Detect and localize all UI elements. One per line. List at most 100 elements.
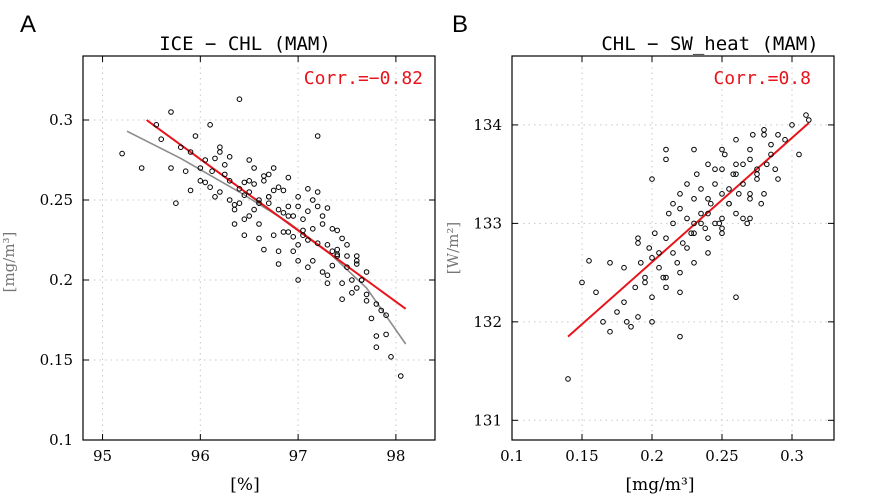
panel-a-data-point xyxy=(339,235,345,242)
panel-b-x-tick-label: 0.1 xyxy=(500,447,524,465)
panel-a-data-point xyxy=(261,173,267,179)
panel-a-data-point xyxy=(209,168,215,174)
panel-b-data-point xyxy=(736,191,742,197)
panel-a-data-point xyxy=(182,168,189,174)
panel-b-y-axis-label: [W/m²] xyxy=(444,222,462,274)
panel-a-data-point xyxy=(275,248,282,254)
panel-a-data-point xyxy=(309,197,316,203)
panel-b-y-tick-label: 133 xyxy=(473,214,502,232)
panel-a-data-point xyxy=(138,165,145,171)
panel-a-data-point xyxy=(349,290,355,296)
panel-b-data-point xyxy=(775,176,781,182)
panel-b-data-point xyxy=(649,319,655,325)
panel-b-data-point xyxy=(635,240,641,246)
panel-b-data-point xyxy=(712,181,718,187)
panel-a-data-point xyxy=(290,213,297,219)
panel-a-data-point xyxy=(197,165,204,171)
panel-b-data-point xyxy=(663,235,669,241)
panel-b-data-point xyxy=(663,284,669,291)
panel-a-x-axis-label: [%] xyxy=(230,475,259,495)
panel-b-data-point xyxy=(652,230,658,237)
panel-b-data-point xyxy=(670,220,676,227)
panel-b-data-point xyxy=(726,200,732,207)
panel-b-data-point xyxy=(638,259,644,266)
panel-b-data-point xyxy=(750,131,756,138)
panel-a-data-point xyxy=(265,200,272,206)
panel-b-data-point xyxy=(694,171,700,177)
panel-b-data-point xyxy=(646,245,653,251)
panel-a-data-point xyxy=(236,186,243,192)
panel-a-data-point xyxy=(202,157,209,163)
panel-b-data-point xyxy=(806,117,812,123)
panel-b-data-point xyxy=(670,200,676,207)
panel-b-data-point xyxy=(621,264,627,271)
panel-a-x-tick-label: 97 xyxy=(289,447,308,465)
panel-b-data-point xyxy=(649,176,655,182)
panel-b-title: CHL − SW_heat (MAM) xyxy=(601,33,818,55)
panel-b-data-point xyxy=(656,250,662,256)
panel-b-data-point xyxy=(698,186,704,192)
panel-b-data-point xyxy=(705,161,711,168)
panel-a-data-point xyxy=(246,157,253,163)
panel-a-data-point xyxy=(221,171,228,178)
panel-b-data-point xyxy=(705,195,711,202)
panel-b-data-point xyxy=(733,210,739,217)
panel-b-data-point xyxy=(691,146,697,153)
panel-b-data-point xyxy=(666,210,672,217)
panel-a-data-point xyxy=(270,187,277,194)
panel-b-data-point xyxy=(761,131,767,138)
panel-b-data-point xyxy=(730,171,737,177)
panel-a-y-tick-label: 0.25 xyxy=(40,191,73,209)
panel-a-data-point xyxy=(300,216,306,222)
panel-b-data-point xyxy=(747,191,753,197)
panel-a-data-point xyxy=(241,179,248,186)
panel-a-data-point xyxy=(261,178,267,184)
panel-b-data-point xyxy=(684,245,690,251)
panel-a-x-tick-label: 98 xyxy=(386,447,405,465)
panel-a-data-point xyxy=(353,253,360,259)
panel-b-data-point xyxy=(768,151,774,158)
panel-a-data-point xyxy=(378,307,385,314)
panel-a-data-point xyxy=(241,216,248,222)
panel-b-data-point xyxy=(705,235,711,241)
panel-b-data-point xyxy=(677,333,683,340)
panel-a-data-point xyxy=(300,227,306,234)
panel-b-data-point xyxy=(719,191,725,197)
panel-a-data-point xyxy=(329,248,336,254)
panel-a-y-tick-label: 0.1 xyxy=(49,431,73,449)
panel-a-data-point xyxy=(226,197,233,203)
panel-a-data-point xyxy=(339,280,345,287)
panel-b-data-point xyxy=(691,195,697,202)
panel-a-data-point xyxy=(217,144,223,150)
panel-b-data-point xyxy=(698,210,704,217)
panel-a-data-point xyxy=(319,269,326,275)
panel-a-data-point xyxy=(314,203,321,210)
panel-b-data-point xyxy=(691,230,697,237)
panel-b-data-point xyxy=(680,240,686,246)
panel-a-data-point xyxy=(324,242,331,248)
panel-b-data-point xyxy=(705,210,711,217)
panel-a-data-point xyxy=(295,258,301,264)
panel-a-data-point xyxy=(212,155,218,162)
panel-a-data-point xyxy=(329,262,336,269)
panel-b-data-point xyxy=(642,274,648,281)
panel-a-data-point xyxy=(207,184,213,190)
panel-a-data-point xyxy=(265,171,272,178)
panel-b-data-point xyxy=(754,166,760,173)
panel-a-data-point xyxy=(158,136,165,142)
panel-a-data-point xyxy=(305,208,311,214)
panel-a-data-point xyxy=(358,277,365,283)
panel-a-data-point xyxy=(339,296,345,303)
panel-b-data-point xyxy=(635,235,641,241)
panel-a-data-point xyxy=(373,344,380,351)
panel-a-data-point xyxy=(275,206,282,213)
panel-a-data-point xyxy=(212,194,218,200)
panel-a-data-point xyxy=(280,229,287,235)
panel-a-y-tick-label: 0.3 xyxy=(49,111,73,129)
panel-a-data-point xyxy=(256,197,262,203)
panel-b-data-point xyxy=(663,274,669,281)
panel-a-data-point xyxy=(285,203,292,210)
panel-b-regression-line xyxy=(567,122,810,338)
panel-b-data-point xyxy=(660,274,667,281)
panel-b-data-point xyxy=(719,166,725,173)
